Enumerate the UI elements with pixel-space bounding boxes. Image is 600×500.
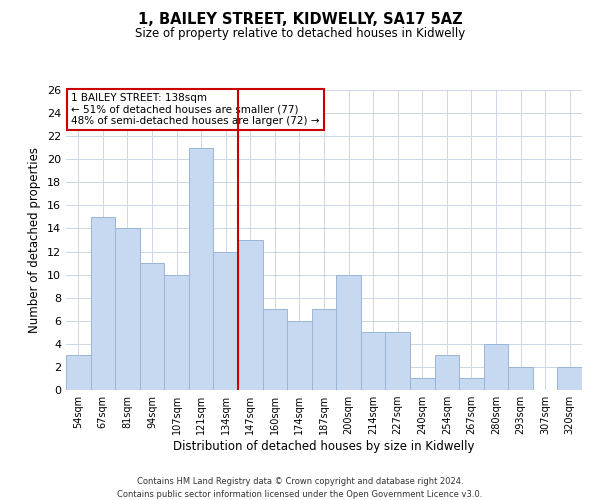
Bar [508, 367, 533, 390]
Bar [336, 274, 361, 390]
Bar [484, 344, 508, 390]
Bar [263, 309, 287, 390]
Text: 1 BAILEY STREET: 138sqm
← 51% of detached houses are smaller (77)
48% of semi-de: 1 BAILEY STREET: 138sqm ← 51% of detache… [71, 93, 320, 126]
Bar [312, 309, 336, 390]
Bar [91, 217, 115, 390]
Y-axis label: Number of detached properties: Number of detached properties [28, 147, 41, 333]
Bar [287, 321, 312, 390]
X-axis label: Distribution of detached houses by size in Kidwelly: Distribution of detached houses by size … [173, 440, 475, 453]
Bar [140, 263, 164, 390]
Text: Contains HM Land Registry data © Crown copyright and database right 2024.: Contains HM Land Registry data © Crown c… [137, 478, 463, 486]
Bar [115, 228, 140, 390]
Bar [361, 332, 385, 390]
Bar [410, 378, 434, 390]
Bar [189, 148, 214, 390]
Bar [164, 274, 189, 390]
Bar [459, 378, 484, 390]
Text: Size of property relative to detached houses in Kidwelly: Size of property relative to detached ho… [135, 28, 465, 40]
Bar [385, 332, 410, 390]
Bar [66, 356, 91, 390]
Bar [238, 240, 263, 390]
Text: Contains public sector information licensed under the Open Government Licence v3: Contains public sector information licen… [118, 490, 482, 499]
Text: 1, BAILEY STREET, KIDWELLY, SA17 5AZ: 1, BAILEY STREET, KIDWELLY, SA17 5AZ [137, 12, 463, 28]
Bar [557, 367, 582, 390]
Bar [434, 356, 459, 390]
Bar [214, 252, 238, 390]
